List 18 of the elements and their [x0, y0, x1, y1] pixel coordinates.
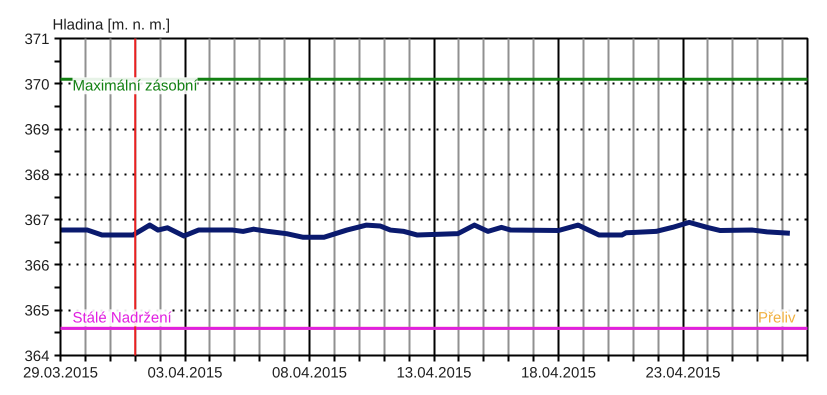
x-tick-label: 29.03.2015: [22, 364, 98, 382]
x-tick-label: 08.04.2015: [272, 364, 348, 382]
ref-line-label: Přeliv: [758, 309, 796, 326]
y-tick-label: 367: [24, 212, 50, 230]
y-tick-label: 365: [24, 302, 50, 320]
x-tick-label: 23.04.2015: [645, 364, 721, 382]
x-tick-label: 18.04.2015: [520, 364, 596, 382]
y-tick-label: 368: [24, 166, 50, 184]
ref-line-label: Stálé Nadržení: [72, 309, 173, 326]
x-tick-label: 03.04.2015: [147, 364, 223, 382]
y-tick-label: 366: [24, 257, 50, 274]
y-tick-label: 369: [24, 122, 50, 139]
y-tick-label: 371: [24, 31, 50, 48]
y-axis-title: Hladina [m. n. m.]: [52, 16, 170, 34]
ref-line-label: Maximální zásobní: [72, 77, 198, 94]
y-tick-label: 370: [24, 76, 50, 94]
x-tick-label: 13.04.2015: [396, 364, 472, 382]
y-tick-label: 364: [24, 348, 50, 365]
